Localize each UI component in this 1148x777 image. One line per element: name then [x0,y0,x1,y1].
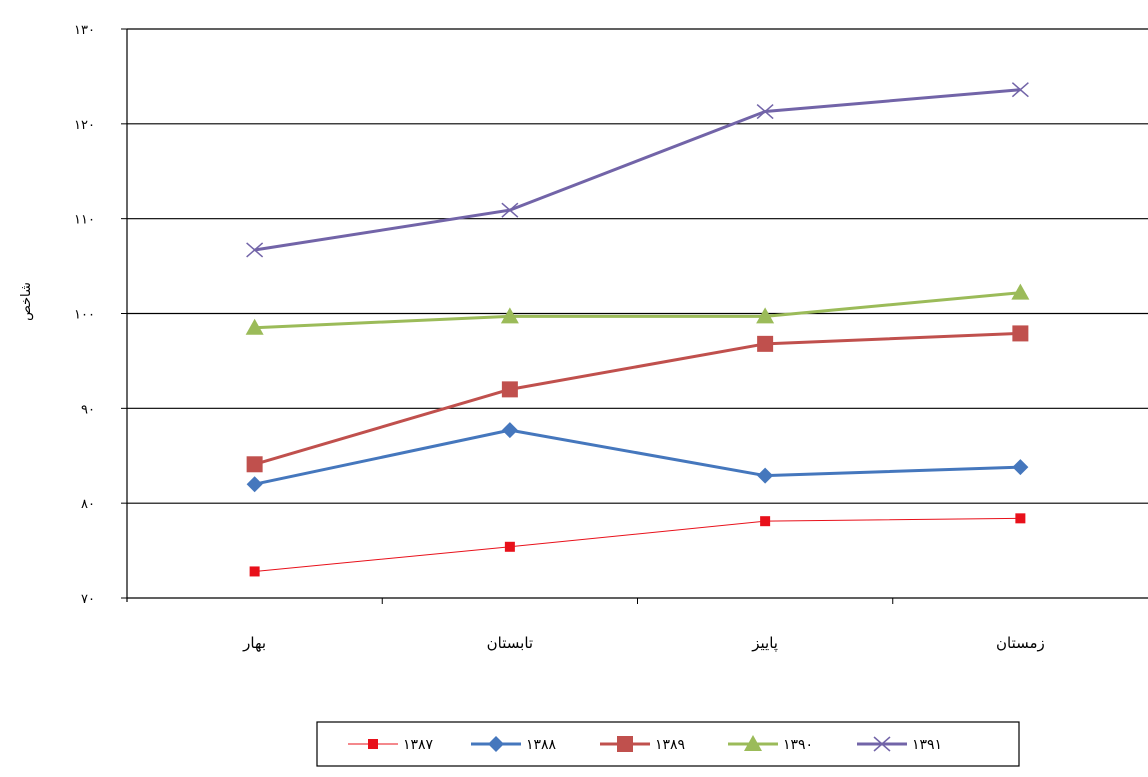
legend-label: ۱۳۸۹ [655,737,685,753]
legend-swatch-marker [617,736,633,752]
x-marker-stroke [756,103,774,120]
axes: ۷۰ ۸۰ ۹۰ ۱۰۰ ۱۱۰ ۱۲۰ ۱۳۰ بهار تابستان پاییز زمستان… [19,23,1148,653]
data-point [501,422,518,439]
data-point [246,476,263,493]
series-5 [246,82,1029,258]
series-group [245,82,1030,577]
y-tick-label: ۱۱۰ [74,213,95,228]
series-2 [246,422,1029,493]
data-point [1012,325,1029,342]
data-point [501,202,519,218]
data-point [500,307,519,324]
gridlines [127,28,1148,504]
series-3 [246,325,1029,473]
data-point [246,242,264,258]
data-point [1015,513,1026,524]
series-line [254,291,1021,330]
x-marker-stroke [501,202,519,218]
y-axis-label: شاخص [19,282,34,321]
x-tick-label: تابستان [487,634,533,652]
series-line [254,428,1021,486]
legend-label: ۱۳۹۰ [783,737,813,753]
y-tick-label: ۷۰ [81,592,95,607]
series-line [254,331,1021,466]
legend-label: ۱۳۸۸ [526,737,557,753]
data-point [249,566,260,577]
legend: ۱۳۸۷ ۱۳۸۸ ۱۳۸۹ ۱۳۹۰ ۱۳۹۱ [316,721,1020,767]
legend-swatch-marker [744,735,762,751]
y-tick-label: ۸۰ [81,497,95,512]
legend-entry: ۱۳۸۹ [600,736,685,753]
legend-entry: ۱۳۹۱ [857,736,942,753]
x-marker-stroke [246,242,264,258]
y-tick-label: ۱۳۰ [74,23,95,38]
legend-swatch-marker [873,736,891,752]
x-tick-label: بهار [242,634,266,652]
data-point [757,467,774,484]
x-tick-label: زمستان [996,634,1045,652]
y-tick-label: ۹۰ [81,402,95,417]
data-point [756,103,774,120]
data-point [504,541,515,552]
data-point [245,318,264,335]
data-point [756,307,775,324]
legend-swatch-marker [488,736,504,752]
series-line [254,517,1021,572]
data-point [757,335,774,352]
legend-entry: ۱۳۹۰ [728,735,813,753]
legend-entry: ۱۳۸۸ [471,736,557,753]
y-tick-label: ۱۰۰ [74,308,95,323]
data-point [1011,283,1030,300]
data-point [501,381,518,398]
y-tick-label: ۱۲۰ [74,118,95,133]
x-marker-stroke [873,736,891,752]
data-point [760,516,771,527]
data-point [1011,82,1029,98]
legend-label: ۱۳۸۷ [403,737,434,753]
x-marker-stroke [1011,82,1029,98]
legend-swatch-marker [368,739,378,749]
legend-entry: ۱۳۸۷ [348,737,434,753]
data-point [246,456,263,473]
x-tick-label: پاییز [751,634,778,653]
data-point [1012,459,1029,476]
series-line [254,88,1021,252]
legend-label: ۱۳۹۱ [912,737,942,753]
series-1 [249,513,1026,577]
series-4 [245,283,1030,335]
